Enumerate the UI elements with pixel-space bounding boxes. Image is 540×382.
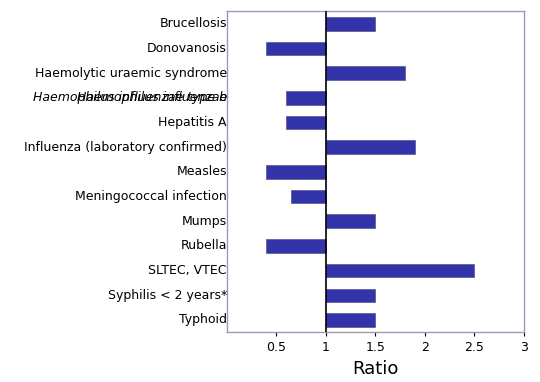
Text: Haemolytic uraemic syndrome: Haemolytic uraemic syndrome [35,67,227,80]
Text: Typhoid: Typhoid [179,314,227,327]
Text: Meningococcal infection: Meningococcal infection [75,190,227,203]
X-axis label: Ratio: Ratio [352,360,399,378]
Text: Haemophilus influenzae type b: Haemophilus influenzae type b [33,91,227,104]
Text: Rubella: Rubella [180,240,227,253]
Bar [266,42,326,55]
Bar [326,17,375,31]
Text: Syphilis < 2 years*: Syphilis < 2 years* [107,289,227,302]
Bar [266,239,326,253]
Text: Measles: Measles [176,165,227,178]
Bar [286,116,326,129]
Text: Hepatitis A: Hepatitis A [158,116,227,129]
Text: Haemophilus influenzae: Haemophilus influenzae [77,91,227,104]
Bar [326,313,375,327]
Text: Donovanosis: Donovanosis [147,42,227,55]
Text: Influenza (laboratory confirmed): Influenza (laboratory confirmed) [24,141,227,154]
Bar [326,141,415,154]
Bar [326,288,375,302]
Text: Brucellosis: Brucellosis [159,17,227,30]
Bar [326,214,375,228]
Bar [291,190,326,203]
Text: Mumps: Mumps [181,215,227,228]
Text: SLTEC, VTEC: SLTEC, VTEC [148,264,227,277]
Bar [286,91,326,105]
Bar [266,165,326,179]
Bar [326,66,405,80]
Bar [326,264,474,277]
